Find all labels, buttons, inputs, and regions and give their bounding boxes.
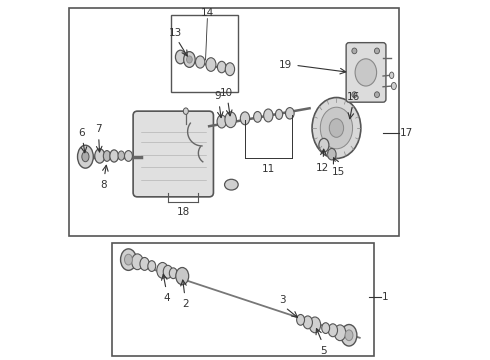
Ellipse shape [240, 112, 250, 125]
Ellipse shape [322, 323, 330, 333]
Ellipse shape [254, 112, 262, 122]
Ellipse shape [175, 50, 186, 64]
Ellipse shape [341, 324, 357, 346]
Text: 10: 10 [220, 87, 233, 98]
Ellipse shape [95, 149, 105, 163]
Ellipse shape [334, 325, 346, 341]
Text: 12: 12 [316, 163, 329, 173]
Ellipse shape [309, 317, 320, 333]
Ellipse shape [163, 265, 172, 278]
Text: 3: 3 [279, 295, 286, 305]
Text: 18: 18 [177, 207, 190, 217]
Ellipse shape [187, 56, 192, 63]
Ellipse shape [121, 249, 136, 270]
Ellipse shape [352, 92, 357, 98]
FancyBboxPatch shape [133, 111, 214, 197]
Ellipse shape [374, 92, 379, 98]
Text: 2: 2 [182, 299, 189, 309]
Ellipse shape [218, 61, 226, 73]
Ellipse shape [148, 261, 156, 271]
Ellipse shape [319, 138, 329, 152]
Text: 8: 8 [100, 180, 107, 190]
Text: 4: 4 [164, 293, 170, 303]
Ellipse shape [132, 254, 143, 270]
Ellipse shape [170, 268, 177, 279]
Ellipse shape [329, 119, 343, 137]
Ellipse shape [374, 48, 379, 54]
Ellipse shape [225, 63, 235, 76]
Ellipse shape [224, 179, 238, 190]
Text: 19: 19 [278, 59, 292, 69]
Bar [69, 8, 399, 235]
Ellipse shape [355, 59, 377, 86]
Ellipse shape [320, 107, 353, 149]
Ellipse shape [183, 108, 188, 114]
Ellipse shape [140, 257, 149, 270]
Bar [172, 15, 238, 92]
Ellipse shape [103, 150, 111, 161]
Ellipse shape [352, 48, 357, 54]
FancyBboxPatch shape [346, 42, 386, 102]
Ellipse shape [118, 151, 124, 160]
Ellipse shape [217, 115, 226, 128]
Text: 5: 5 [320, 346, 326, 356]
Ellipse shape [110, 150, 119, 162]
Bar [112, 243, 374, 356]
Ellipse shape [328, 324, 338, 337]
Ellipse shape [157, 262, 168, 278]
Ellipse shape [225, 112, 236, 128]
Text: 14: 14 [201, 8, 214, 18]
Text: 1: 1 [382, 292, 389, 302]
Ellipse shape [176, 267, 189, 285]
Ellipse shape [312, 98, 361, 158]
Ellipse shape [286, 108, 294, 119]
Text: 11: 11 [262, 164, 275, 174]
Text: 6: 6 [78, 128, 85, 138]
Ellipse shape [124, 254, 132, 265]
Text: 16: 16 [347, 92, 360, 102]
Ellipse shape [296, 315, 304, 325]
Ellipse shape [264, 109, 273, 122]
Ellipse shape [77, 145, 93, 168]
Text: 15: 15 [332, 167, 345, 177]
Text: 13: 13 [169, 28, 182, 38]
Ellipse shape [392, 82, 396, 90]
Ellipse shape [303, 316, 313, 329]
Ellipse shape [196, 56, 205, 68]
Ellipse shape [345, 330, 353, 341]
Ellipse shape [390, 72, 394, 78]
Text: 17: 17 [400, 129, 413, 138]
Text: 7: 7 [95, 124, 101, 134]
Ellipse shape [275, 109, 283, 120]
Ellipse shape [327, 148, 336, 160]
Ellipse shape [206, 58, 216, 71]
Text: 9: 9 [215, 91, 221, 101]
Ellipse shape [124, 150, 132, 161]
Ellipse shape [184, 51, 195, 67]
Ellipse shape [82, 152, 89, 162]
